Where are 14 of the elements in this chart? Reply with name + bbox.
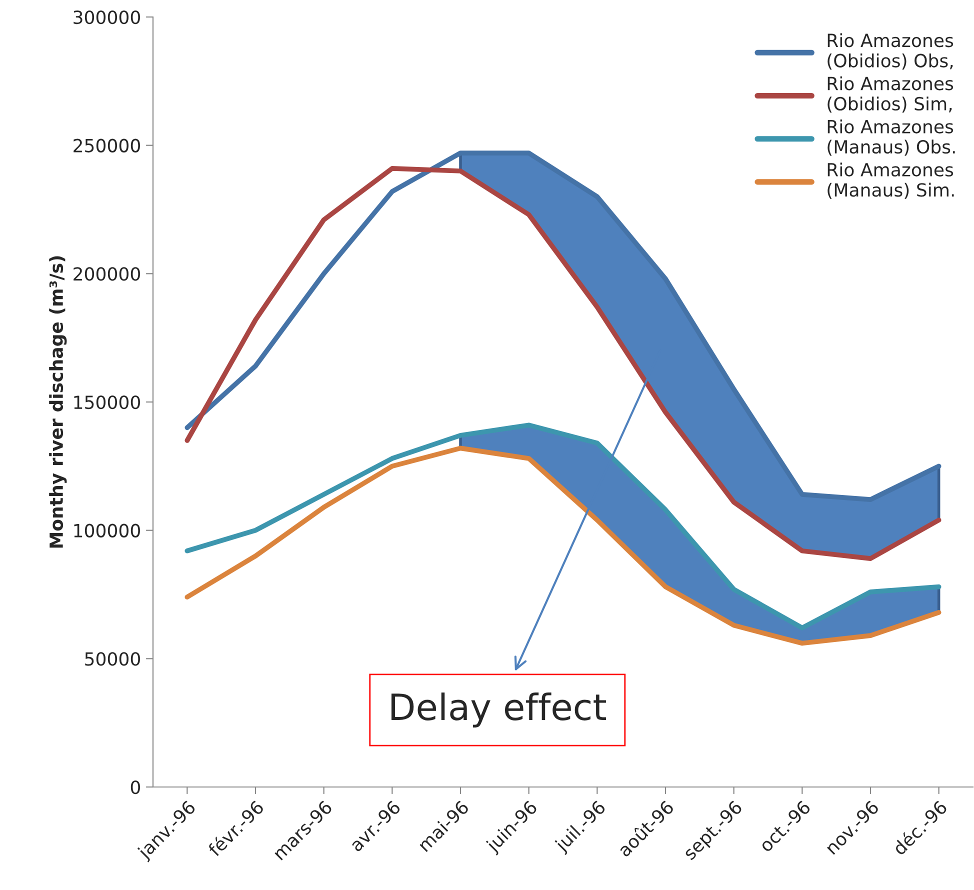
legend-label: Rio Amazones (Manaus) Obs.: [828, 119, 955, 156]
line-series: [184, 446, 942, 646]
y-tick-label: 200000: [74, 267, 140, 281]
y-tick-label: 150000: [74, 395, 140, 410]
y-tick-label: 250000: [74, 138, 140, 152]
y-axis-title: Monthy river dischage (m³/s): [49, 256, 67, 548]
legend-label: Rio Amazones (Obidios) Sim,: [828, 76, 954, 113]
legend-label: Rio Amazones (Manaus) Sim.: [828, 162, 954, 199]
y-tick-label: 50000: [85, 652, 140, 666]
y-tick-label: 0: [130, 780, 140, 794]
legend-label: Rio Amazones (Obidios) Obs,: [828, 33, 954, 70]
annotation: Delay effect: [391, 692, 606, 728]
y-tick-label: 100000: [74, 524, 140, 538]
y-tick-label: 300000: [74, 10, 140, 24]
